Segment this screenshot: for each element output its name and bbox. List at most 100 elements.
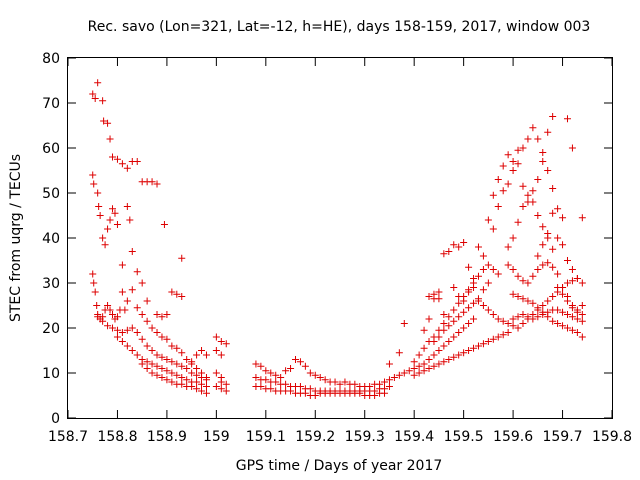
data-point	[202, 389, 210, 397]
data-point	[123, 203, 131, 210]
data-point	[529, 315, 537, 323]
data-point	[425, 365, 433, 372]
data-point	[133, 351, 141, 359]
data-point	[549, 185, 557, 192]
data-point	[484, 216, 492, 224]
data-point	[519, 277, 527, 285]
data-point	[143, 317, 151, 325]
data-point	[183, 365, 191, 372]
data-point	[539, 158, 547, 165]
data-point	[168, 288, 176, 296]
data-point	[89, 171, 97, 179]
data-point	[173, 344, 181, 352]
data-point	[519, 295, 527, 303]
data-point	[499, 162, 507, 170]
x-tick-label: 159.1	[246, 429, 286, 445]
data-point	[400, 369, 408, 377]
data-point	[94, 313, 102, 321]
data-point	[479, 302, 487, 309]
data-point	[544, 313, 552, 321]
data-point	[202, 376, 210, 384]
data-point	[113, 333, 121, 341]
data-point	[158, 365, 166, 372]
data-point	[568, 144, 576, 152]
data-point	[563, 297, 571, 305]
data-point	[425, 315, 433, 323]
data-point	[109, 153, 117, 161]
data-point	[544, 230, 552, 237]
data-point	[504, 320, 512, 327]
data-point	[524, 135, 532, 143]
data-point	[445, 322, 453, 330]
data-point	[381, 378, 389, 386]
data-point	[420, 360, 428, 368]
data-point	[489, 335, 497, 343]
data-point	[524, 191, 532, 199]
data-point	[445, 338, 453, 345]
data-point	[440, 358, 448, 366]
data-point	[301, 389, 309, 397]
data-point	[158, 313, 166, 321]
data-point	[301, 362, 309, 370]
data-point	[484, 279, 492, 287]
data-point	[568, 304, 576, 312]
data-point	[178, 293, 186, 300]
data-point	[272, 378, 280, 386]
data-point	[128, 324, 136, 332]
data-point	[178, 374, 186, 381]
data-point	[425, 293, 433, 300]
data-point	[212, 333, 220, 341]
data-point	[188, 358, 196, 366]
data-point	[420, 326, 428, 334]
data-point	[90, 180, 98, 188]
data-point	[385, 376, 393, 384]
data-point	[128, 248, 136, 255]
data-point	[118, 160, 126, 168]
data-point	[559, 322, 567, 330]
data-point	[193, 365, 201, 372]
data-point	[484, 338, 492, 345]
data-point	[356, 389, 364, 397]
x-tick-label: 158.8	[97, 429, 137, 445]
data-point	[573, 308, 581, 316]
data-point	[277, 374, 285, 381]
data-point	[173, 360, 181, 368]
data-point	[252, 360, 260, 368]
data-point	[474, 272, 482, 280]
data-point	[415, 369, 423, 377]
data-point	[460, 308, 468, 316]
data-point	[158, 374, 166, 381]
data-point	[420, 367, 428, 375]
data-point	[106, 306, 114, 314]
data-point	[460, 324, 468, 332]
data-point	[160, 221, 168, 228]
data-point	[104, 302, 112, 309]
data-point	[519, 320, 527, 327]
data-point	[465, 304, 473, 312]
data-point	[143, 297, 151, 305]
data-point	[94, 189, 102, 197]
data-point	[539, 308, 547, 316]
data-point	[168, 378, 176, 386]
data-point	[450, 306, 458, 314]
data-point	[287, 387, 295, 395]
data-point	[104, 225, 112, 233]
data-point	[331, 378, 339, 386]
data-point	[440, 250, 448, 258]
data-point	[430, 338, 438, 345]
data-point	[504, 261, 512, 269]
data-point	[252, 374, 260, 381]
data-point	[544, 128, 552, 136]
data-point	[573, 329, 581, 336]
x-tick-label: 159	[203, 429, 230, 445]
data-point	[549, 113, 557, 120]
data-point	[262, 367, 270, 375]
data-point	[267, 369, 275, 377]
data-point	[128, 286, 136, 294]
data-point	[430, 362, 438, 370]
data-point	[395, 349, 403, 357]
data-point	[450, 333, 458, 341]
data-point	[188, 369, 196, 377]
data-point	[296, 358, 304, 366]
